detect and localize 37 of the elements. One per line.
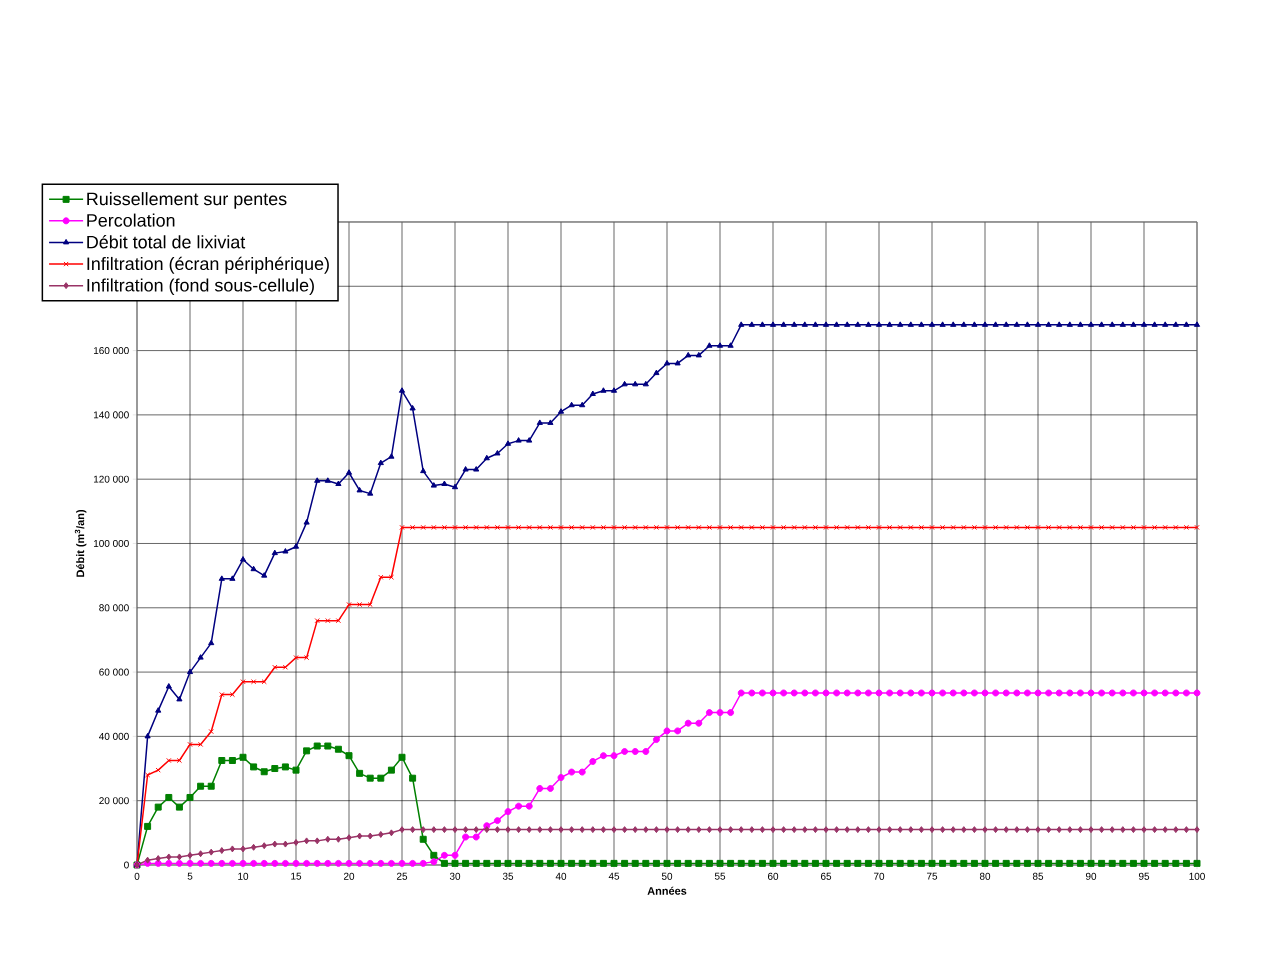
legend-label: Infiltration (écran périphérique)	[87, 256, 329, 274]
y-tick-label: 60 000	[99, 668, 129, 676]
legend-label: Débit total de lixiviat	[87, 235, 246, 249]
x-axis-title: Années	[647, 886, 687, 895]
y-tick-label: 160 000	[93, 347, 129, 355]
y-tick-label: 120 000	[93, 475, 129, 483]
x-tick-label: 90	[1085, 872, 1097, 880]
x-tick-label: 60	[767, 872, 779, 880]
x-tick-label: 20	[343, 872, 355, 880]
x-tick-label: 40	[555, 872, 567, 880]
legend-label: Ruissellement sur pentes	[87, 192, 287, 209]
x-tick-label: 70	[873, 872, 885, 880]
x-tick-label: 10	[238, 872, 249, 880]
x-tick-label: 75	[926, 872, 938, 880]
x-tick-label: 0	[134, 872, 140, 880]
x-tick-label: 25	[396, 872, 408, 880]
x-tick-label: 85	[1032, 872, 1044, 880]
x-tick-label: 15	[291, 872, 302, 880]
x-tick-label: 5	[187, 872, 193, 880]
y-tick-label: 20 000	[99, 797, 129, 805]
x-tick-label: 30	[449, 872, 461, 880]
y-tick-label: 80 000	[99, 604, 129, 612]
x-tick-label: 50	[661, 872, 673, 880]
y-tick-label: 100 000	[93, 539, 129, 548]
x-tick-label: 100	[1189, 872, 1205, 880]
x-tick-label: 55	[714, 872, 726, 880]
legend-label: Percolation	[87, 213, 175, 227]
y-tick-label: 40 000	[99, 732, 129, 740]
x-tick-label: 45	[608, 872, 620, 880]
y-axis-title: Débit (m$^{3}$/an)	[74, 509, 87, 577]
legend-label: Infiltration (fond sous-cellule)	[87, 278, 314, 296]
x-tick-label: 65	[820, 872, 832, 880]
y-tick-label: 140 000	[93, 411, 129, 419]
x-tick-label: 35	[502, 872, 514, 880]
y-tick-label: 0	[124, 861, 129, 869]
x-tick-label: 80	[979, 872, 991, 880]
x-tick-label: 95	[1138, 872, 1150, 880]
